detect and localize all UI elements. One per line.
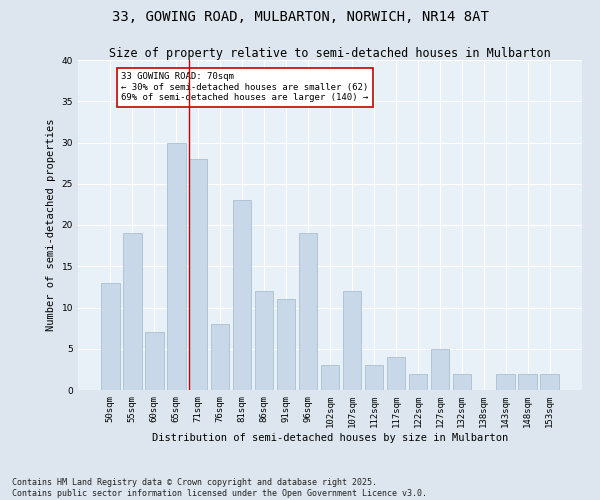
X-axis label: Distribution of semi-detached houses by size in Mulbarton: Distribution of semi-detached houses by … bbox=[152, 432, 508, 442]
Title: Size of property relative to semi-detached houses in Mulbarton: Size of property relative to semi-detach… bbox=[109, 47, 551, 60]
Bar bbox=[320, 365, 340, 390]
Bar bbox=[431, 349, 449, 390]
Bar bbox=[277, 299, 295, 390]
Bar bbox=[541, 374, 559, 390]
Bar bbox=[145, 332, 164, 390]
Text: Contains HM Land Registry data © Crown copyright and database right 2025.
Contai: Contains HM Land Registry data © Crown c… bbox=[12, 478, 427, 498]
Bar bbox=[409, 374, 427, 390]
Bar bbox=[343, 291, 361, 390]
Bar bbox=[386, 357, 405, 390]
Bar bbox=[518, 374, 537, 390]
Bar bbox=[233, 200, 251, 390]
Bar bbox=[211, 324, 229, 390]
Bar bbox=[167, 142, 185, 390]
Bar bbox=[496, 374, 515, 390]
Bar bbox=[255, 291, 274, 390]
Bar bbox=[123, 233, 142, 390]
Y-axis label: Number of semi-detached properties: Number of semi-detached properties bbox=[46, 118, 56, 331]
Bar bbox=[299, 233, 317, 390]
Bar bbox=[365, 365, 383, 390]
Bar bbox=[189, 159, 208, 390]
Text: 33 GOWING ROAD: 70sqm
← 30% of semi-detached houses are smaller (62)
69% of semi: 33 GOWING ROAD: 70sqm ← 30% of semi-deta… bbox=[121, 72, 368, 102]
Text: 33, GOWING ROAD, MULBARTON, NORWICH, NR14 8AT: 33, GOWING ROAD, MULBARTON, NORWICH, NR1… bbox=[112, 10, 488, 24]
Bar bbox=[101, 283, 119, 390]
Bar bbox=[452, 374, 471, 390]
